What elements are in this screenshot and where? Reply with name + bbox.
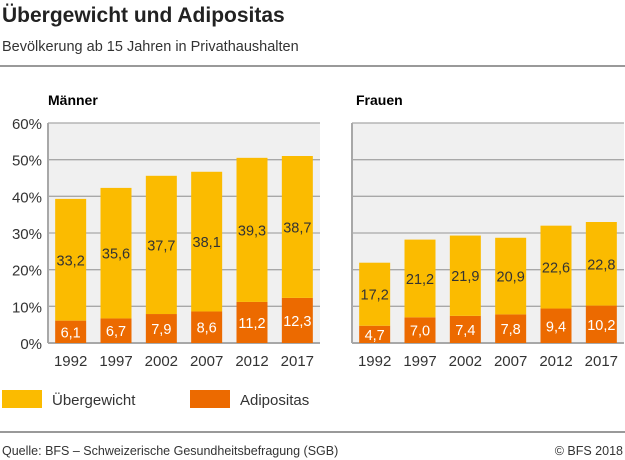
data-label: 7,4 [455, 323, 475, 339]
data-label: 37,7 [147, 238, 175, 254]
data-label: 33,2 [57, 253, 85, 269]
x-tick-label: 2017 [281, 353, 314, 370]
data-label: 38,1 [193, 235, 221, 251]
data-label: 38,7 [283, 220, 311, 236]
bar-adipositas [55, 320, 87, 343]
bar-adipositas [191, 311, 223, 343]
bar-adipositas [449, 315, 481, 343]
bar-uebergewicht [191, 171, 223, 312]
data-label: 12,3 [283, 314, 311, 330]
data-label: 11,2 [238, 316, 265, 332]
bar-uebergewicht [585, 222, 617, 306]
bar-adipositas [145, 314, 177, 343]
legend-label-uebergewicht: Übergewicht [52, 391, 136, 409]
data-label: 7,9 [151, 322, 171, 338]
data-label: 21,2 [406, 272, 434, 288]
bar-adipositas [585, 305, 617, 343]
y-tick-label: 40% [12, 189, 42, 206]
copyright: © BFS 2018 [555, 444, 623, 458]
bar-uebergewicht [236, 157, 268, 302]
data-label: 9,4 [546, 319, 566, 335]
x-tick-label: 1992 [358, 353, 391, 370]
bar-uebergewicht [449, 235, 481, 316]
chart-subtitle: Bevölkerung ab 15 Jahren in Privathausha… [2, 39, 299, 55]
data-label: 10,2 [587, 318, 615, 334]
y-tick-label: 0% [20, 336, 42, 353]
data-label: 7,8 [501, 322, 521, 338]
bar-uebergewicht [359, 262, 391, 326]
x-tick-label: 1997 [403, 353, 436, 370]
y-tick-label: 30% [12, 226, 42, 243]
x-tick-label: 2007 [494, 353, 527, 370]
chart-title: Übergewicht und Adipositas [2, 4, 285, 27]
data-label: 35,6 [102, 247, 130, 263]
bar-uebergewicht [404, 239, 436, 318]
x-tick-label: 1997 [99, 353, 132, 370]
bar-uebergewicht [55, 198, 87, 321]
x-tick-label: 1992 [54, 353, 87, 370]
bar-uebergewicht [495, 237, 527, 315]
x-tick-label: 2007 [190, 353, 223, 370]
legend-swatch-uebergewicht [2, 390, 42, 408]
bar-adipositas [404, 317, 436, 343]
bar-adipositas [100, 318, 132, 343]
bar-adipositas [495, 314, 527, 343]
data-label: 4,7 [365, 328, 385, 344]
data-label: 21,9 [451, 269, 479, 285]
bar-adipositas [540, 308, 572, 343]
bar-uebergewicht [540, 225, 572, 309]
y-tick-label: 10% [12, 299, 42, 316]
data-label: 39,3 [238, 223, 266, 239]
data-label: 6,1 [61, 325, 81, 341]
x-tick-label: 2012 [235, 353, 268, 370]
panel-title-maenner: Männer [48, 92, 98, 108]
y-tick-label: 50% [12, 153, 42, 170]
data-label: 20,9 [497, 270, 525, 286]
data-label: 7,0 [410, 324, 430, 340]
legend-label-adipositas: Adipositas [240, 392, 309, 409]
bar-adipositas [281, 297, 313, 343]
panel-title-frauen: Frauen [356, 92, 403, 108]
bar-adipositas [359, 325, 391, 343]
legend-swatch-adipositas [190, 390, 230, 408]
data-label: 22,8 [587, 257, 615, 273]
bar-uebergewicht [281, 156, 313, 298]
bar-uebergewicht [100, 187, 132, 319]
x-tick-label: 2017 [585, 353, 618, 370]
data-label: 17,2 [361, 288, 389, 304]
bar-uebergewicht [145, 175, 177, 315]
data-label: 22,6 [542, 261, 570, 277]
y-tick-label: 20% [12, 263, 42, 280]
data-label: 8,6 [197, 321, 217, 337]
data-label: 6,7 [106, 324, 126, 340]
y-tick-label: 60% [12, 116, 42, 133]
source-note: Quelle: BFS – Schweizerische Gesundheits… [2, 444, 338, 458]
x-tick-label: 2012 [539, 353, 572, 370]
x-tick-label: 2002 [145, 353, 178, 370]
x-tick-label: 2002 [449, 353, 482, 370]
bar-adipositas [236, 301, 268, 343]
